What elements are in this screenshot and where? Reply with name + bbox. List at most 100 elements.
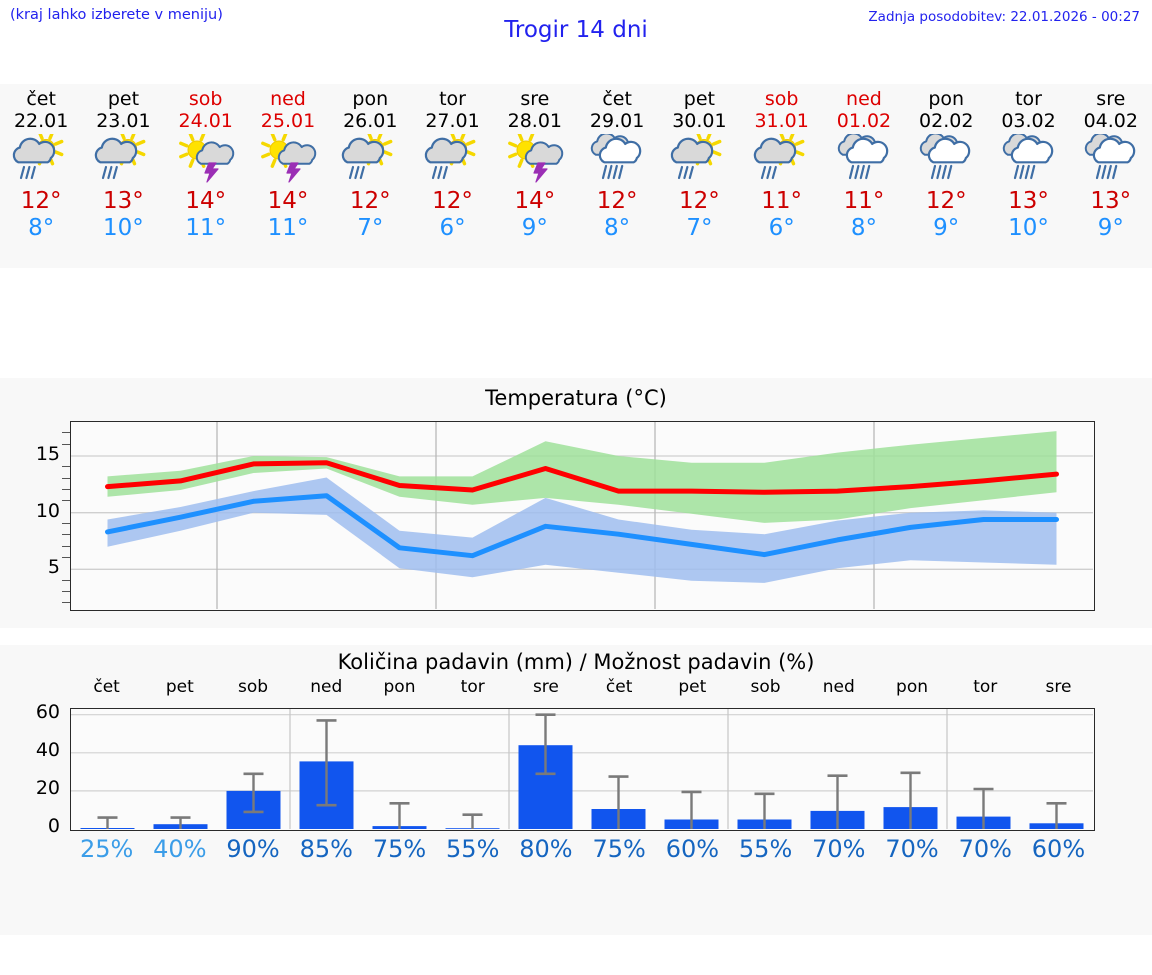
- precipitation-chart-title: Količina padavin (mm) / Možnost padavin …: [337, 650, 815, 674]
- precipitation-probability: 70%: [958, 835, 1012, 863]
- temperature-y-minor-tick: [62, 579, 70, 581]
- precipitation-day-label: sob: [238, 677, 269, 697]
- day-temp-min: 7°: [686, 215, 713, 241]
- daily-forecast-strip: čet 22.01 12° 8° pet 23.01 13° 10° sob 24.01 14…: [0, 84, 1152, 268]
- temperature-y-minor-tick: [62, 500, 70, 502]
- day-temp-min: 6°: [768, 215, 795, 241]
- sun-cloud-rain-icon: [422, 134, 484, 186]
- temperature-y-minor-tick: [62, 432, 70, 434]
- cloud-rain-icon: [833, 134, 895, 186]
- precipitation-probability: 25%: [79, 835, 134, 863]
- temperature-chart-title: Temperatura (°C): [485, 386, 667, 410]
- day-temp-max: 12°: [20, 188, 62, 214]
- precipitation-probability: 85%: [299, 835, 353, 863]
- precipitation-probability: 75%: [592, 835, 646, 863]
- day-temp-min: 10°: [103, 215, 144, 241]
- sun-cloud-rain-icon: [339, 134, 401, 186]
- temperature-y-minor-tick: [62, 591, 70, 592]
- temperature-panel: Temperatura (°C) © vreme.us & vreme.pro …: [0, 378, 1152, 863]
- precipitation-y-tick-label: 60: [35, 700, 60, 723]
- precipitation-probability: 70%: [812, 835, 866, 863]
- precipitation-y-tick-label: 0: [47, 815, 60, 837]
- day-column[interactable]: pet 23.01 13° 10°: [82, 84, 164, 268]
- day-of-week: sob: [764, 88, 799, 110]
- day-column[interactable]: sre 28.01 14° 9°: [494, 84, 576, 268]
- sun-cloud-rain-icon: [751, 134, 813, 186]
- precipitation-y-tick-label: 20: [35, 776, 60, 799]
- precipitation-day-label: čet: [605, 677, 633, 697]
- temperature-y-minor-tick: [62, 557, 70, 558]
- day-temp-max: 14°: [185, 188, 227, 214]
- day-of-week: čet: [26, 88, 56, 110]
- day-date: 23.01: [96, 110, 151, 132]
- precipitation-day-label: pon: [383, 677, 416, 697]
- day-date: 30.01: [672, 110, 727, 132]
- day-column[interactable]: sob 24.01 14° 11°: [165, 84, 247, 268]
- day-of-week: sre: [1096, 88, 1126, 110]
- cloud-rain-icon: [586, 134, 648, 186]
- precipitation-y-tick-label: 40: [35, 738, 60, 761]
- cloud-rain-icon: [1080, 134, 1142, 186]
- day-column[interactable]: čet 29.01 12° 8°: [576, 84, 658, 268]
- day-column[interactable]: sob 31.01 11° 6°: [741, 84, 823, 268]
- precipitation-day-label: ned: [822, 677, 855, 697]
- temperature-y-minor-tick: [62, 602, 70, 604]
- day-temp-min: 8°: [850, 215, 878, 241]
- precipitation-day-labels: čet pet sob ned pon tor sre čet pet sob ned pon tor s…: [70, 677, 1095, 701]
- top-bar: (kraj lahko izberete v meniju) Trogir 14…: [0, 0, 1152, 56]
- day-of-week: tor: [439, 88, 466, 110]
- day-column[interactable]: sre 04.02 13° 9°: [1070, 84, 1152, 268]
- precipitation-day-label: tor: [973, 677, 998, 697]
- day-temp-min: 8°: [604, 215, 631, 241]
- day-temp-max: 12°: [349, 188, 391, 214]
- day-column[interactable]: ned 25.01 14° 11°: [247, 84, 329, 268]
- temperature-y-tick-label: 5: [47, 556, 60, 579]
- day-temp-min: 11°: [185, 215, 227, 241]
- day-of-week: pon: [928, 88, 965, 110]
- day-temp-max: 12°: [679, 188, 720, 214]
- day-temp-max: 12°: [432, 188, 473, 214]
- precipitation-day-label: sre: [532, 677, 559, 697]
- temperature-y-minor-tick: [62, 523, 70, 524]
- day-column[interactable]: čet 22.01 12° 8°: [0, 84, 82, 268]
- precipitation-day-label: čet: [93, 677, 120, 697]
- day-of-week: pet: [683, 88, 715, 110]
- day-temp-max: 14°: [514, 188, 556, 214]
- temperature-y-tick-label: 10: [35, 499, 60, 522]
- temperature-y-minor-tick: [62, 534, 70, 536]
- day-temp-min: 11°: [267, 215, 309, 241]
- day-column[interactable]: tor 03.02 13° 10°: [987, 84, 1069, 268]
- precipitation-probability: 60%: [665, 835, 720, 863]
- day-temp-max: 13°: [1008, 188, 1049, 214]
- day-of-week: pet: [107, 88, 140, 110]
- day-column[interactable]: tor 27.01 12° 6°: [411, 84, 493, 268]
- day-date: 28.01: [507, 110, 563, 132]
- day-column[interactable]: ned 01.02 11° 8°: [823, 84, 905, 268]
- day-date: 27.01: [425, 110, 480, 132]
- day-date: 01.02: [836, 110, 892, 132]
- precipitation-probability: 55%: [738, 835, 793, 863]
- sun-cloud-thunder-icon: [257, 134, 319, 186]
- day-temp-min: 9°: [1097, 215, 1124, 241]
- sun-cloud-rain-icon: [10, 134, 72, 186]
- day-date: 31.01: [754, 110, 809, 132]
- precipitation-chart-plot: [70, 708, 1095, 831]
- sun-cloud-rain-icon: [668, 134, 730, 186]
- day-of-week: sob: [188, 88, 223, 110]
- cloud-rain-icon: [915, 134, 977, 186]
- day-temp-min: 9°: [933, 215, 960, 241]
- temperature-y-minor-tick: [62, 477, 70, 479]
- day-date: 03.02: [1001, 110, 1056, 132]
- day-temp-min: 7°: [357, 215, 384, 241]
- day-column[interactable]: pet 30.01 12° 7°: [658, 84, 740, 268]
- precipitation-probability-row: 25% 40% 90% 85% 75% 55% 80% 75% 60% 55% 70% 70% 70% 6…: [70, 835, 1095, 873]
- day-temp-min: 10°: [1008, 215, 1049, 241]
- day-column[interactable]: pon 02.02 12° 9°: [905, 84, 987, 268]
- precipitation-probability: 70%: [885, 835, 939, 863]
- temperature-y-minor-tick: [62, 545, 70, 547]
- day-date: 29.01: [589, 110, 645, 132]
- day-date: 22.01: [13, 110, 69, 132]
- day-of-week: sre: [520, 88, 550, 110]
- day-of-week: tor: [1015, 88, 1042, 110]
- day-column[interactable]: pon 26.01 12° 7°: [329, 84, 411, 268]
